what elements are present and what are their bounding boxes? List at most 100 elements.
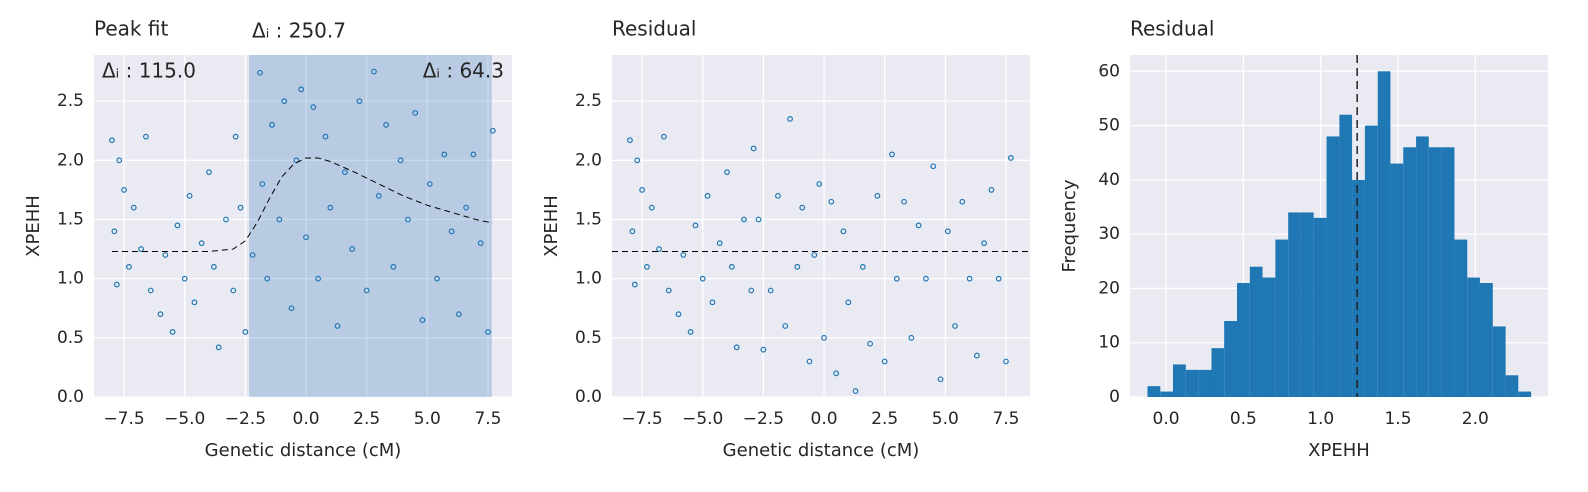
data-point	[750, 145, 757, 152]
data-point	[419, 317, 426, 323]
data-point	[448, 228, 455, 235]
x-tick-label: −2.5	[225, 409, 266, 429]
data-point	[111, 228, 118, 235]
data-point	[782, 323, 789, 329]
data-point	[489, 127, 496, 134]
x-axis-label: Genetic distance (cM)	[723, 440, 920, 461]
x-tick-label: 0.0	[1153, 409, 1180, 429]
y-tick-label: 40	[1098, 170, 1120, 190]
plot-area	[612, 55, 1030, 397]
x-tick-label: 0.0	[811, 409, 838, 429]
histogram-bar	[1428, 147, 1442, 397]
data-point	[915, 222, 922, 229]
data-point	[470, 151, 477, 158]
data-point	[755, 216, 762, 223]
data-point	[116, 157, 123, 164]
data-point	[966, 275, 973, 282]
histogram-bar	[1390, 163, 1404, 397]
data-point	[704, 192, 711, 199]
data-point	[828, 198, 835, 205]
data-point	[859, 263, 866, 270]
data-point	[349, 246, 356, 252]
histogram-bar	[1505, 375, 1519, 397]
data-point	[463, 204, 470, 211]
data-point	[237, 204, 244, 211]
annotation: Δᵢ : 64.3	[423, 59, 504, 83]
y-tick-label: 0.0	[575, 387, 602, 407]
chart-title: Residual	[1130, 17, 1214, 41]
y-tick-label: 50	[1098, 116, 1120, 136]
data-point	[923, 275, 929, 282]
data-point	[724, 169, 730, 176]
data-point	[375, 192, 382, 199]
highlight-span	[249, 55, 492, 397]
data-point	[741, 216, 747, 223]
x-tick-label: 5.0	[932, 409, 959, 429]
data-point	[799, 204, 806, 211]
data-point	[223, 216, 229, 223]
data-point	[634, 157, 641, 164]
y-tick-label: 1.5	[57, 209, 84, 229]
histogram-bar	[1479, 283, 1493, 397]
x-tick-label: 1.5	[1384, 409, 1411, 429]
histogram-bar	[1198, 369, 1212, 397]
annotation: Δᵢ : 115.0	[102, 59, 196, 83]
y-axis-label: XPEHH	[23, 195, 44, 257]
y-tick-label: 1.0	[57, 269, 84, 289]
data-point	[944, 228, 951, 235]
data-point	[787, 116, 793, 122]
data-point	[959, 198, 966, 205]
data-point	[680, 252, 687, 258]
data-point	[889, 151, 895, 158]
data-point	[434, 275, 440, 282]
x-tick-label: −7.5	[621, 409, 662, 429]
histogram-bar	[1416, 136, 1429, 397]
x-tick-label: 7.5	[992, 409, 1019, 429]
data-point	[356, 98, 363, 105]
plot-area	[94, 55, 512, 397]
histogram-bar	[1352, 179, 1365, 397]
data-point	[930, 163, 937, 170]
data-point	[210, 263, 217, 270]
data-point	[334, 323, 341, 329]
y-tick-label: 1.0	[575, 269, 602, 289]
histogram-bar	[1377, 71, 1391, 398]
histogram-bar	[1441, 147, 1455, 397]
data-point	[893, 275, 900, 282]
data-point	[303, 234, 309, 241]
data-point	[1003, 358, 1009, 365]
data-point	[441, 151, 448, 158]
histogram-bar	[1211, 348, 1225, 397]
x-tick-label: 0.0	[293, 409, 320, 429]
data-point	[371, 68, 377, 75]
data-point	[716, 240, 723, 247]
y-tick-label: 1.5	[575, 209, 602, 229]
data-point	[169, 329, 176, 335]
data-point	[631, 281, 638, 288]
data-point	[840, 228, 847, 235]
histogram-bar	[1454, 239, 1468, 397]
data-point	[322, 133, 329, 140]
data-point	[952, 323, 958, 329]
data-point	[728, 263, 735, 270]
x-tick-label: 2.5	[353, 409, 380, 429]
data-point	[988, 187, 995, 193]
data-point	[937, 376, 944, 383]
y-tick-label: 10	[1098, 333, 1120, 353]
x-tick-label: −5.0	[682, 409, 723, 429]
data-point	[281, 98, 288, 105]
data-point	[629, 228, 636, 235]
data-point	[881, 358, 888, 365]
histogram-bar	[1160, 391, 1173, 397]
histogram-bar	[1172, 364, 1186, 397]
data-point	[644, 263, 650, 270]
histogram-bar	[1467, 277, 1480, 397]
data-point	[138, 246, 144, 252]
data-point	[665, 287, 672, 294]
data-point	[908, 334, 915, 341]
data-point	[426, 181, 433, 187]
data-point	[181, 275, 188, 282]
y-tick-label: 30	[1098, 224, 1120, 244]
histogram-bar	[1339, 114, 1353, 397]
x-tick-label: 1.0	[1307, 409, 1334, 429]
